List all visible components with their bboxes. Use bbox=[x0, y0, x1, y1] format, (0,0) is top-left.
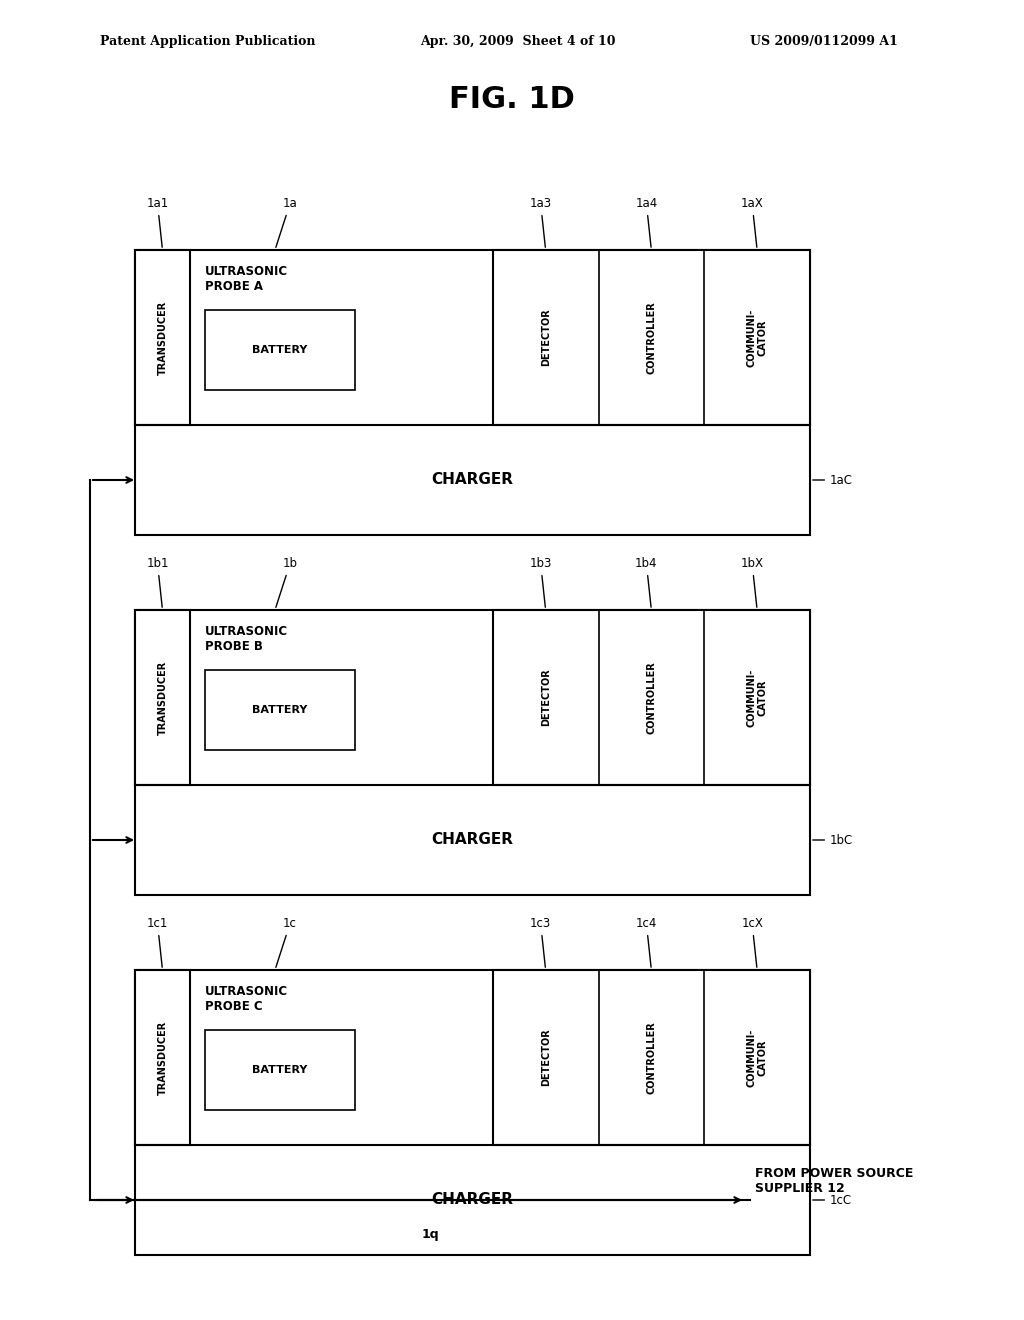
Text: CHARGER: CHARGER bbox=[431, 473, 513, 487]
Text: Patent Application Publication: Patent Application Publication bbox=[100, 36, 315, 48]
Text: 1c4: 1c4 bbox=[636, 917, 657, 968]
Text: BATTERY: BATTERY bbox=[252, 345, 307, 355]
FancyBboxPatch shape bbox=[135, 970, 810, 1255]
Text: 1aX: 1aX bbox=[740, 197, 764, 247]
Text: CONTROLLER: CONTROLLER bbox=[646, 661, 656, 734]
Text: BATTERY: BATTERY bbox=[252, 1065, 307, 1074]
Text: 1q: 1q bbox=[421, 1228, 439, 1241]
Text: 1b: 1b bbox=[275, 557, 298, 607]
Text: 1a: 1a bbox=[275, 197, 297, 247]
Text: ULTRASONIC
PROBE A: ULTRASONIC PROBE A bbox=[205, 265, 288, 293]
Text: DETECTOR: DETECTOR bbox=[541, 669, 551, 726]
Text: 1aC: 1aC bbox=[813, 474, 853, 487]
Text: DETECTOR: DETECTOR bbox=[541, 1028, 551, 1086]
Text: CONTROLLER: CONTROLLER bbox=[646, 301, 656, 374]
Text: 1a3: 1a3 bbox=[529, 197, 552, 247]
Text: Apr. 30, 2009  Sheet 4 of 10: Apr. 30, 2009 Sheet 4 of 10 bbox=[420, 36, 615, 48]
Text: TRANSDUCER: TRANSDUCER bbox=[158, 1020, 168, 1094]
FancyBboxPatch shape bbox=[135, 610, 190, 785]
Text: FIG. 1D: FIG. 1D bbox=[450, 84, 574, 114]
Text: 1b1: 1b1 bbox=[146, 557, 169, 607]
FancyBboxPatch shape bbox=[135, 610, 810, 895]
FancyBboxPatch shape bbox=[205, 671, 355, 750]
Text: COMMUNI-
CATOR: COMMUNI- CATOR bbox=[746, 668, 768, 726]
FancyBboxPatch shape bbox=[493, 610, 810, 785]
Text: COMMUNI-
CATOR: COMMUNI- CATOR bbox=[746, 309, 768, 367]
Text: CHARGER: CHARGER bbox=[431, 833, 513, 847]
Text: BATTERY: BATTERY bbox=[252, 705, 307, 715]
Text: 1cX: 1cX bbox=[741, 917, 763, 968]
Text: FROM POWER SOURCE
SUPPLIER 12: FROM POWER SOURCE SUPPLIER 12 bbox=[755, 1167, 913, 1195]
FancyBboxPatch shape bbox=[205, 1030, 355, 1110]
Text: ULTRASONIC
PROBE B: ULTRASONIC PROBE B bbox=[205, 624, 288, 653]
Text: TRANSDUCER: TRANSDUCER bbox=[158, 660, 168, 735]
FancyBboxPatch shape bbox=[135, 249, 190, 425]
Text: 1a4: 1a4 bbox=[635, 197, 657, 247]
Text: DETECTOR: DETECTOR bbox=[541, 309, 551, 367]
Text: CONTROLLER: CONTROLLER bbox=[646, 1022, 656, 1094]
FancyBboxPatch shape bbox=[493, 970, 810, 1144]
Text: 1c1: 1c1 bbox=[146, 917, 168, 968]
Text: 1b4: 1b4 bbox=[635, 557, 657, 607]
Text: 1bC: 1bC bbox=[813, 833, 853, 846]
Text: 1b3: 1b3 bbox=[529, 557, 552, 607]
Text: 1a1: 1a1 bbox=[146, 197, 169, 247]
FancyBboxPatch shape bbox=[205, 310, 355, 389]
Text: 1cC: 1cC bbox=[813, 1193, 852, 1206]
Text: TRANSDUCER: TRANSDUCER bbox=[158, 301, 168, 375]
Text: ULTRASONIC
PROBE C: ULTRASONIC PROBE C bbox=[205, 985, 288, 1012]
Text: 1c: 1c bbox=[275, 917, 297, 968]
Text: 1bX: 1bX bbox=[740, 557, 764, 607]
FancyBboxPatch shape bbox=[135, 249, 810, 535]
Text: 1c3: 1c3 bbox=[530, 917, 551, 968]
Text: COMMUNI-
CATOR: COMMUNI- CATOR bbox=[746, 1028, 768, 1086]
FancyBboxPatch shape bbox=[493, 249, 810, 425]
Text: US 2009/0112099 A1: US 2009/0112099 A1 bbox=[750, 36, 898, 48]
Text: CHARGER: CHARGER bbox=[431, 1192, 513, 1208]
FancyBboxPatch shape bbox=[135, 970, 190, 1144]
